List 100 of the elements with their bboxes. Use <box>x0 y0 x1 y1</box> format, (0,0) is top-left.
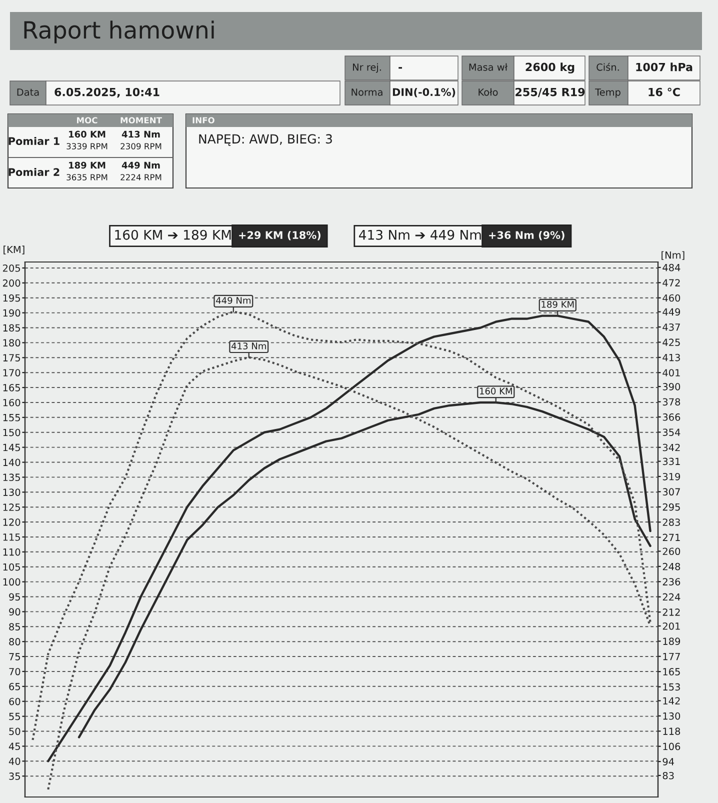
y-tick-label: 130 <box>3 488 20 496</box>
y2-tick-label: 283 <box>662 518 680 526</box>
text: MOMENT <box>120 117 162 124</box>
y-tick-label: 105 <box>3 563 20 571</box>
y-tick-label: 35 <box>9 772 20 780</box>
y2-tick-label: 484 <box>662 264 680 272</box>
y2-tick-label: 165 <box>663 668 680 676</box>
y-tick-label: 45 <box>8 742 20 750</box>
y-tick-label: 205 <box>2 264 20 272</box>
y2-tick-label: 236 <box>662 578 680 586</box>
y2-tick-label: 83 <box>662 772 674 780</box>
y-tick-label: 165 <box>3 384 20 392</box>
y-tick-label: 110 <box>3 548 20 556</box>
text: Data <box>17 88 39 96</box>
text: NAPĘD: AWD, BIEG: 3 <box>199 134 332 146</box>
y2-tick-label: 378 <box>662 398 680 406</box>
y2-tick-label: 189 <box>663 638 680 646</box>
text: +36 Nm (9%) <box>489 230 564 240</box>
y-tick-label: 150 <box>3 428 20 436</box>
y-tick-label: 85 <box>9 623 20 630</box>
y2-tick-label: 425 <box>662 338 680 346</box>
text: Temp <box>595 88 620 98</box>
y2-tick-label: 460 <box>662 294 680 302</box>
y2-tick-label: 437 <box>662 323 680 331</box>
text: 3339 RPM <box>66 143 108 150</box>
y-tick-label: 90 <box>9 608 20 616</box>
data-label: 160 KM <box>480 388 512 394</box>
y-tick-label: 50 <box>9 728 20 736</box>
text: Ciśn. <box>596 62 619 71</box>
y2-tick-label: 390 <box>662 383 680 390</box>
y2-tick-label: 307 <box>662 488 680 496</box>
y-tick-label: 140 <box>3 458 20 466</box>
text: Raport hamowni <box>24 20 214 44</box>
text: 189 KM <box>69 162 106 169</box>
text: 160 KM ➔ 189 KM <box>115 230 231 240</box>
text: Norma <box>352 88 382 96</box>
y-tick-label: 100 <box>3 578 20 586</box>
text: Nr rej. <box>353 63 381 73</box>
text: 1007 hPa <box>636 62 692 72</box>
y2-tick-label: 472 <box>662 279 680 286</box>
data-label: 449 Nm <box>216 296 250 304</box>
y-tick-label: 120 <box>3 518 20 526</box>
y2-tick-label: 118 <box>663 728 680 735</box>
y-tick-label: 200 <box>2 279 20 287</box>
y2-tick-label: 248 <box>662 562 680 570</box>
y-tick-label: 180 <box>3 339 20 347</box>
y-tick-label: 175 <box>3 354 20 362</box>
text: MOC <box>77 117 98 124</box>
y-tick-label: 55 <box>9 712 20 720</box>
y2-tick-label: 106 <box>663 742 680 750</box>
y2-tick-label: 260 <box>662 548 680 556</box>
text: +29 KM (18%) <box>239 230 320 240</box>
y-tick-label: 190 <box>3 309 20 317</box>
y-tick-label: 125 <box>3 504 20 511</box>
y-tick-label: 75 <box>9 653 20 660</box>
y2-tick-label: 94 <box>662 758 674 766</box>
y2-tick-label: 212 <box>662 608 680 616</box>
text: DIN(-0.1%) <box>392 88 456 98</box>
y-axis-title: [KM] <box>4 246 24 254</box>
y2-tick-label: 366 <box>662 413 680 421</box>
y-tick-label: 145 <box>3 444 20 452</box>
text: 2600 kg <box>526 62 574 74</box>
y-tick-label: 195 <box>3 294 20 302</box>
y-tick-label: 40 <box>8 758 20 765</box>
y-tick-label: 160 <box>3 398 20 406</box>
y-tick-label: 185 <box>3 324 20 332</box>
y-tick-label: 65 <box>9 682 20 690</box>
text: 160 KM <box>69 130 106 138</box>
y2-tick-label: 130 <box>663 712 680 720</box>
text: Pomiar 2 <box>8 168 60 176</box>
y2-tick-label: 319 <box>662 472 680 480</box>
y2-tick-label: 413 <box>662 354 680 362</box>
text: 2309 RPM <box>120 143 162 150</box>
text: 449 Nm <box>122 162 160 169</box>
y-tick-label: 60 <box>9 698 20 706</box>
text: Koło <box>478 88 498 96</box>
y2-tick-label: 331 <box>662 458 680 466</box>
y2-tick-label: 201 <box>662 622 680 630</box>
text: 2224 RPM <box>120 174 162 180</box>
y2-tick-label: 271 <box>662 534 680 541</box>
y2-axis-title: [Nm] <box>662 251 684 260</box>
y-tick-label: 80 <box>9 638 20 646</box>
y-tick-label: 135 <box>3 474 20 482</box>
y-tick-label: 70 <box>9 668 20 676</box>
y2-tick-label: 295 <box>662 503 680 511</box>
data-label: 413 Nm <box>231 342 266 350</box>
y2-tick-label: 354 <box>662 428 680 436</box>
text: 16 °C <box>648 88 680 96</box>
y2-tick-label: 449 <box>662 308 680 316</box>
text: 3635 RPM <box>66 174 108 180</box>
data-label: 189 KM <box>542 300 574 308</box>
y2-tick-label: 401 <box>662 369 680 376</box>
y2-tick-label: 224 <box>662 593 680 601</box>
text: 6.05.2025, 10:41 <box>54 88 160 98</box>
y2-tick-label: 142 <box>663 697 680 704</box>
text: Masa wł <box>469 63 508 71</box>
text: Pomiar 1 <box>8 136 60 146</box>
y2-tick-label: 177 <box>663 652 680 660</box>
y-tick-label: 170 <box>3 369 20 376</box>
y-tick-label: 115 <box>3 534 20 541</box>
